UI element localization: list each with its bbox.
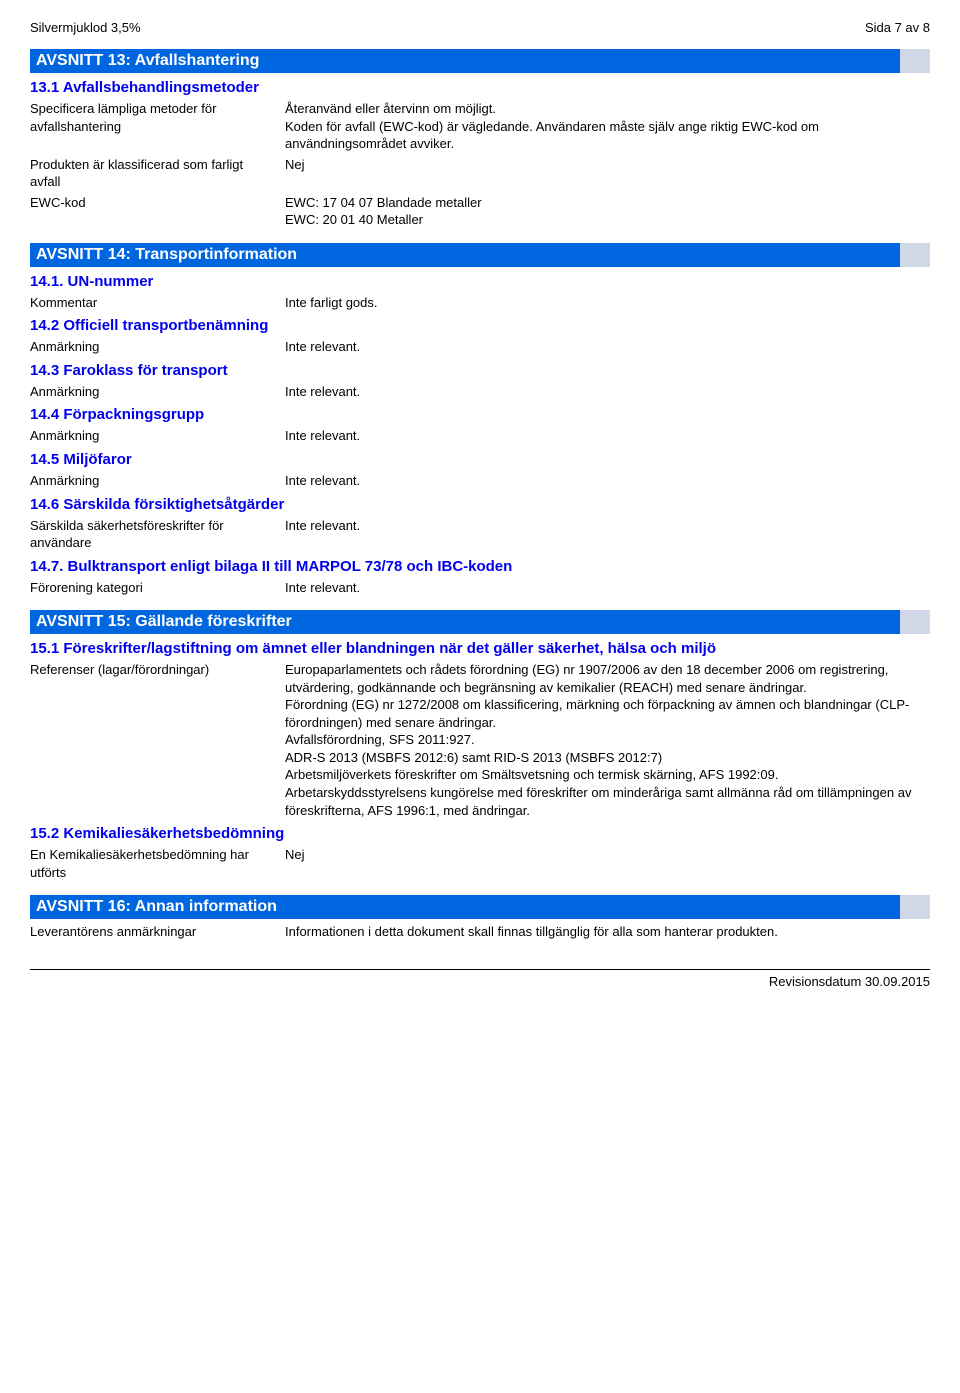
value-14-1: Inte farligt gods. [285,294,930,312]
value-references: Europaparlamentets och rådets förordning… [285,661,930,819]
section-16-title: AVSNITT 16: Annan information [30,895,930,919]
kv-row: Leverantörens anmärkningar Informationen… [30,923,930,941]
section-15-title: AVSNITT 15: Gällande föreskrifter [30,610,930,634]
label-ewc: EWC-kod [30,194,285,229]
label-14-7: Förorening kategori [30,579,285,597]
kv-row: Specificera lämpliga metoder för avfalls… [30,100,930,153]
value-14-3: Inte relevant. [285,383,930,401]
page-footer: Revisionsdatum 30.09.2015 [30,969,930,989]
label-14-4: Anmärkning [30,427,285,445]
section-14-2-heading: 14.2 Officiell transportbenämning [30,317,930,334]
kv-row: Kommentar Inte farligt gods. [30,294,930,312]
section-15-1-heading: 15.1 Föreskrifter/lagstiftning om ämnet … [30,640,930,657]
revision-date: Revisionsdatum 30.09.2015 [769,974,930,989]
section-14-1-heading: 14.1. UN-nummer [30,273,930,290]
section-14-title: AVSNITT 14: Transportinformation [30,243,930,267]
label-methods: Specificera lämpliga metoder för avfalls… [30,100,285,153]
label-14-1: Kommentar [30,294,285,312]
section-14-5-heading: 14.5 Miljöfaror [30,451,930,468]
value-14-5: Inte relevant. [285,472,930,490]
label-14-6: Särskilda säkerhetsföreskrifter för anvä… [30,517,285,552]
kv-row: Anmärkning Inte relevant. [30,383,930,401]
value-14-2: Inte relevant. [285,338,930,356]
section-13-title: AVSNITT 13: Avfallshantering [30,49,930,73]
label-14-3: Anmärkning [30,383,285,401]
kv-row: EWC-kod EWC: 17 04 07 Blandade metallerE… [30,194,930,229]
value-csa: Nej [285,846,930,881]
value-supplier-notes: Informationen i detta dokument skall fin… [285,923,930,941]
kv-row: Anmärkning Inte relevant. [30,427,930,445]
section-13-1-heading: 13.1 Avfallsbehandlingsmetoder [30,79,930,96]
value-methods: Återanvänd eller återvinn om möjligt.Kod… [285,100,930,153]
section-14-3-heading: 14.3 Faroklass för transport [30,362,930,379]
label-supplier-notes: Leverantörens anmärkningar [30,923,285,941]
value-14-7: Inte relevant. [285,579,930,597]
value-classified: Nej [285,156,930,191]
kv-row: Särskilda säkerhetsföreskrifter för anvä… [30,517,930,552]
label-14-5: Anmärkning [30,472,285,490]
section-14-7-heading: 14.7. Bulktransport enligt bilaga II til… [30,558,930,575]
value-ewc: EWC: 17 04 07 Blandade metallerEWC: 20 0… [285,194,930,229]
kv-row: Produkten är klassificerad som farligt a… [30,156,930,191]
value-14-4: Inte relevant. [285,427,930,445]
section-15-2-heading: 15.2 Kemikaliesäkerhetsbedömning [30,825,930,842]
label-csa: En Kemikaliesäkerhetsbedömning har utför… [30,846,285,881]
product-name: Silvermjuklod 3,5% [30,20,141,35]
section-14-6-heading: 14.6 Särskilda försiktighetsåtgärder [30,496,930,513]
page-header: Silvermjuklod 3,5% Sida 7 av 8 [30,20,930,35]
page-number: Sida 7 av 8 [865,20,930,35]
label-references: Referenser (lagar/förordningar) [30,661,285,819]
section-14-4-heading: 14.4 Förpackningsgrupp [30,406,930,423]
kv-row: Referenser (lagar/förordningar) Europapa… [30,661,930,819]
label-classified: Produkten är klassificerad som farligt a… [30,156,285,191]
kv-row: En Kemikaliesäkerhetsbedömning har utför… [30,846,930,881]
kv-row: Anmärkning Inte relevant. [30,472,930,490]
value-14-6: Inte relevant. [285,517,930,552]
kv-row: Förorening kategori Inte relevant. [30,579,930,597]
kv-row: Anmärkning Inte relevant. [30,338,930,356]
label-14-2: Anmärkning [30,338,285,356]
